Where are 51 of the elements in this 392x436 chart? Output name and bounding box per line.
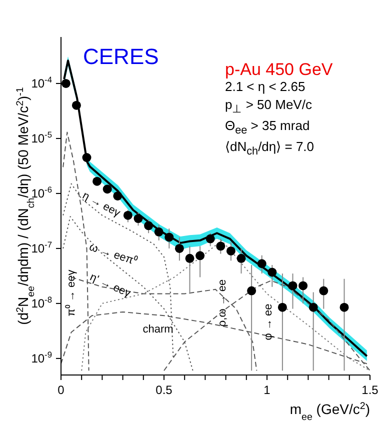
point: [92, 176, 102, 186]
point: [247, 286, 256, 296]
annotation: CERES: [83, 44, 159, 69]
point: [236, 254, 246, 263]
annotation: ρ,ω → ee: [216, 279, 228, 327]
annotation: η → eeγ: [80, 190, 122, 220]
y-tick-label: 10$^{-7}$: [31, 239, 52, 256]
point: [154, 227, 164, 236]
x-tick-label: 0.5: [156, 383, 173, 397]
x-tick-label: 1.5: [362, 383, 379, 397]
point: [257, 259, 266, 268]
point: [308, 302, 318, 312]
point: [319, 286, 328, 296]
annotation: η' → eeγ: [88, 271, 132, 300]
point: [226, 246, 236, 256]
point: [288, 281, 298, 290]
y-tick-label: 10$^{-6}$: [31, 184, 52, 200]
point: [185, 254, 194, 263]
text: p-Au 450 GeV: [225, 60, 333, 80]
point: [72, 100, 81, 110]
x-tick-label: 1: [264, 383, 271, 397]
y-tick-label: 10$^{-4}$: [31, 74, 52, 90]
annotation: ⟨dN$_{ch}$/dη⟩ = 7.0: [225, 139, 314, 158]
point: [174, 244, 184, 253]
y-tick-label: 10$^{-5}$: [31, 129, 52, 146]
annotation: charm: [142, 324, 174, 336]
point: [196, 251, 205, 260]
point: [113, 191, 122, 200]
point: [102, 184, 112, 194]
annotation: φ → ee: [262, 304, 274, 340]
point: [268, 268, 277, 277]
point: [216, 242, 226, 251]
point: [298, 281, 308, 290]
point: [134, 214, 143, 224]
point: [82, 153, 92, 162]
point: [123, 210, 132, 220]
point: [164, 232, 174, 242]
x-tick-label: 0: [58, 383, 65, 397]
annotation: Θ$_{ee}$ > 35 mrad: [225, 118, 310, 137]
y-tick-label: 10$^{-9}$: [31, 349, 52, 366]
annotation: 2.1 < η < 2.65: [225, 79, 306, 94]
annotation: ω → eeπ⁰: [88, 241, 139, 268]
point: [61, 78, 70, 88]
point: [340, 302, 349, 312]
point: [144, 221, 154, 230]
annotation: π⁰ → eeγ: [66, 270, 78, 316]
x-axis-title: m$_{ee}$ (GeV/c$^{2}$): [290, 400, 370, 422]
point: [278, 302, 287, 312]
point: [206, 234, 215, 244]
annotation: p$_{⊥}$ > 50 MeV/c: [225, 97, 312, 116]
line-series: [81, 240, 370, 372]
